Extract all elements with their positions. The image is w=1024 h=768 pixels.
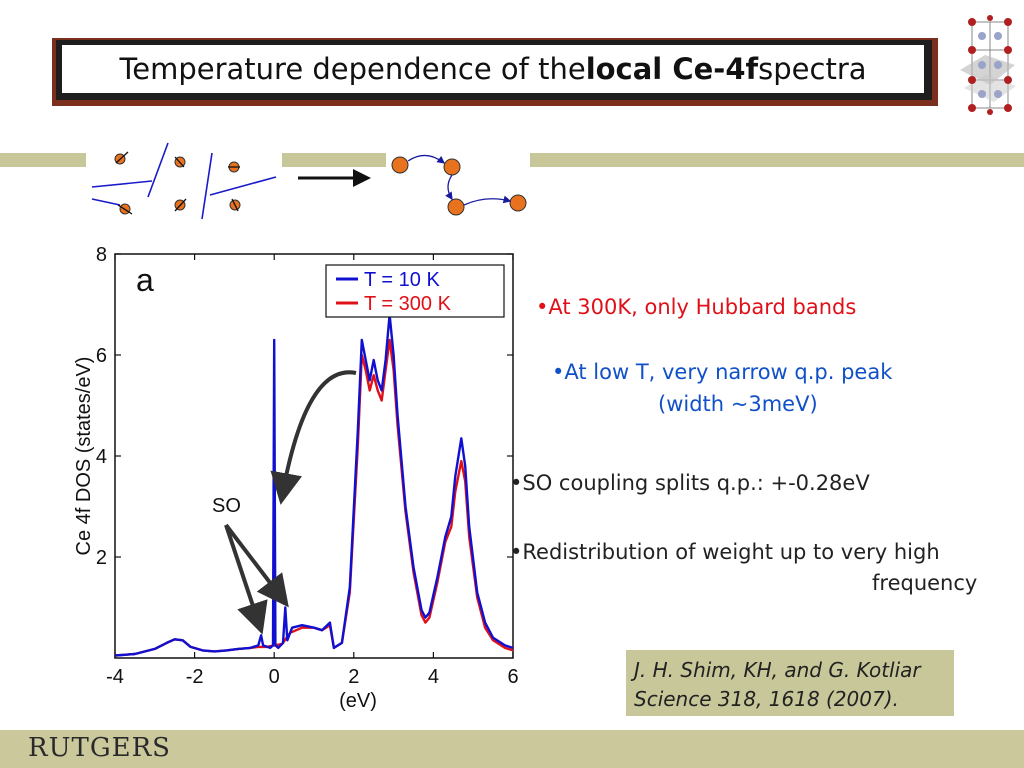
so-annotation: SO — [212, 495, 241, 517]
x-tick-label: -2 — [186, 666, 204, 688]
series-line — [114, 313, 514, 657]
bullet-qp-peak-line1: •At low T, very narrow q.p. peak — [552, 360, 893, 384]
reference-box: J. H. Shim, KH, and G. Kotliar Science 3… — [626, 650, 954, 716]
x-axis-label: (eV) — [339, 690, 377, 712]
bullet-qp-peak-line2: (width ~3meV) — [658, 392, 818, 416]
crystal-structure-icon — [960, 15, 1016, 115]
bullet-redistribution-line1: •Redistribution of weight up to very hig… — [510, 540, 940, 564]
legend-label: T = 10 K — [364, 269, 440, 291]
accent-band-right — [530, 153, 1024, 167]
rutgers-logo: RUTGERS — [28, 733, 171, 763]
y-tick-label: 6 — [96, 345, 107, 367]
reference-line-1: J. H. Shim, KH, and G. Kotliar — [634, 658, 921, 682]
x-tick-label: 4 — [428, 666, 439, 688]
legend-box — [325, 264, 505, 318]
weight-transfer-arrow — [270, 370, 357, 505]
so-arrow-left — [224, 524, 268, 635]
footer-band — [0, 730, 1024, 768]
y-tick-label: 2 — [96, 547, 107, 569]
x-tick-label: 6 — [507, 666, 518, 688]
bullet-redistribution-line2: frequency — [872, 571, 978, 595]
panel-label: a — [136, 262, 154, 298]
legend-label: T = 300 K — [364, 293, 452, 315]
slide-title: Temperature dependence of the ​local Ce-… — [62, 45, 924, 93]
bullet-hubbard-bands: •At 300K, only Hubbard bands — [536, 295, 857, 319]
x-tick-label: -4 — [106, 666, 124, 688]
x-tick-label: 0 — [269, 666, 280, 688]
x-tick-label: 2 — [348, 666, 359, 688]
accent-band-left — [0, 153, 86, 167]
y-axis-label: Ce 4f DOS (states/eV) — [73, 357, 95, 556]
y-tick-label: 4 — [96, 446, 107, 468]
so-arrow-right — [224, 523, 289, 608]
bullet-so-coupling: •SO coupling splits q.p.: +-0.28eV — [510, 471, 870, 495]
reference-line-2: Science 318, 1618 (2007). — [634, 687, 899, 711]
title-text-post: spectra — [758, 52, 867, 86]
dos-chart: -4 -2 0 2 4 6 2 4 6 8 (eV) Ce 4f DOS (states/eV) a T … — [73, 244, 519, 712]
y-tick-label: 8 — [96, 244, 107, 266]
title-text-bold: local Ce-4f — [585, 52, 759, 86]
accent-band-middle — [282, 153, 386, 167]
title-text-pre: Temperature dependence of the — [119, 52, 586, 86]
moment-screening-diagram — [91, 142, 527, 220]
